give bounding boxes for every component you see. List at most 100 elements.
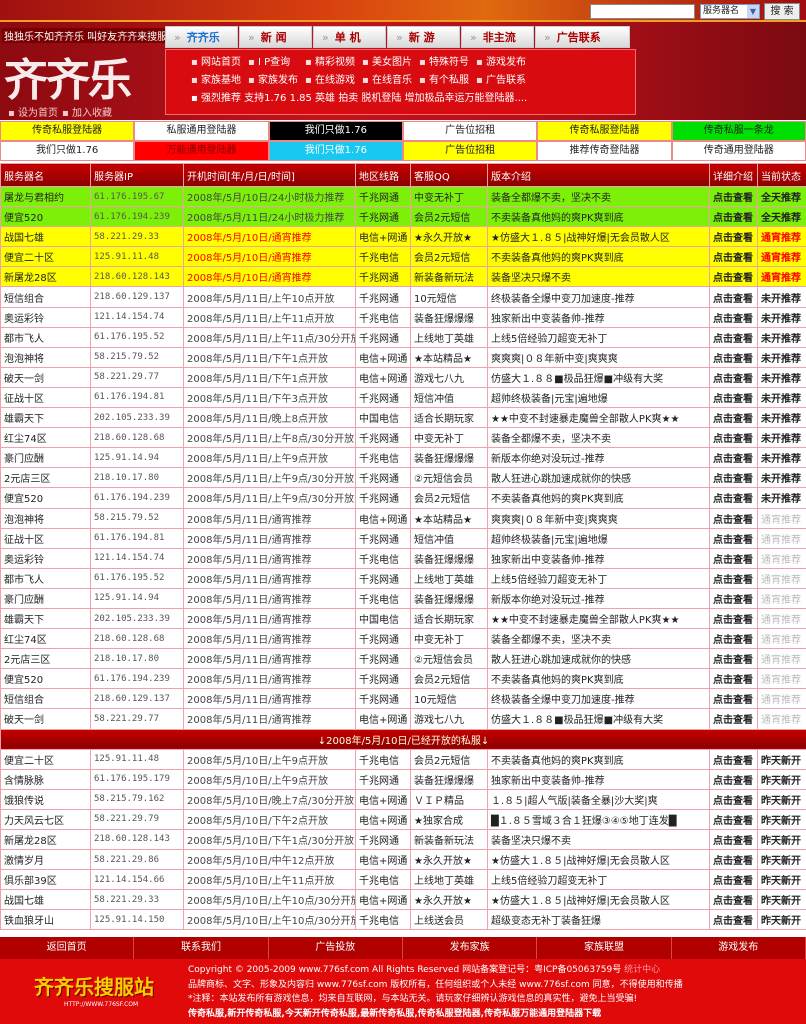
cell-name[interactable]: 屠龙与君相约 (0, 185, 91, 208)
detail-link[interactable]: 点击查看 (709, 527, 758, 549)
detail-link[interactable]: 点击查看 (709, 587, 758, 609)
cell-name[interactable]: 力天风云七区 (0, 808, 91, 830)
cell-name[interactable]: 泡泡神将 (0, 346, 91, 368)
cell-name[interactable]: 破天一剑 (0, 366, 91, 388)
detail-link[interactable]: 点击查看 (709, 788, 758, 810)
cell-name[interactable]: 便宜二十区 (0, 246, 91, 268)
cell-name[interactable]: 含情脉脉 (0, 768, 91, 790)
footer-nav-link[interactable]: 游戏发布 (672, 937, 806, 959)
nav-tab[interactable]: » 广告联系 (535, 26, 630, 48)
stats-link[interactable]: 统计中心 (624, 965, 661, 975)
detail-link[interactable]: 点击查看 (709, 246, 758, 268)
cell-name[interactable]: 奥运彩铃 (0, 547, 91, 569)
cell-name[interactable]: 激情岁月 (0, 848, 91, 871)
cell-name[interactable]: 便宜520 (0, 668, 91, 690)
ad-link[interactable]: 传奇私服登陆器 (0, 121, 135, 141)
detail-link[interactable]: 点击查看 (709, 547, 758, 569)
subnav-link[interactable]: 网站首页 (191, 54, 248, 72)
column-header[interactable]: 开机时间[年/月/日/时间] (183, 163, 356, 187)
footer-nav-link[interactable]: 联系我们 (134, 937, 269, 959)
detail-link[interactable]: 点击查看 (709, 628, 758, 650)
subnav-link[interactable]: 精彩视频 (305, 54, 362, 72)
subnav-link[interactable]: 美女图片 (362, 54, 419, 72)
search-button[interactable]: 搜 索 (764, 3, 800, 20)
column-header[interactable]: 详细介绍 (709, 163, 758, 187)
detail-link[interactable]: 点击查看 (709, 889, 758, 911)
detail-link[interactable]: 点击查看 (709, 366, 758, 388)
add-favorite-link[interactable]: ▪ 加入收藏 (62, 108, 112, 119)
cell-name[interactable]: 铁血狼牙山 (0, 909, 91, 931)
cell-name[interactable]: 泡泡神将 (0, 507, 91, 529)
detail-link[interactable]: 点击查看 (709, 467, 758, 489)
cell-name[interactable]: 红尘74区 (0, 628, 91, 650)
nav-tab[interactable]: » 新 闻 (239, 26, 312, 48)
cell-name[interactable]: 都市飞人 (0, 326, 91, 348)
column-header[interactable]: 当前状态 (757, 163, 806, 187)
column-header[interactable]: 服务器IP (90, 163, 184, 187)
ad-link[interactable]: 传奇私服一条龙 (671, 121, 806, 141)
footer-nav-link[interactable]: 家族联盟 (537, 937, 672, 959)
subnav-link[interactable]: 特殊符号 (419, 54, 476, 72)
cell-name[interactable]: 都市飞人 (0, 567, 91, 589)
detail-link[interactable]: 点击查看 (709, 507, 758, 529)
nav-tab[interactable]: » 单 机 (313, 26, 386, 48)
detail-link[interactable]: 点击查看 (709, 487, 758, 509)
footer-nav-link[interactable]: 发布家族 (403, 937, 538, 959)
cell-name[interactable]: 短信组合 (0, 688, 91, 710)
detail-link[interactable]: 点击查看 (709, 447, 758, 469)
site-logo[interactable]: 齐齐乐 (4, 55, 132, 106)
subnav-link[interactable]: 有个私服 (419, 72, 476, 90)
subnav-link[interactable]: 在线游戏 (305, 72, 362, 90)
nav-tab[interactable]: » 齐齐乐 (165, 26, 238, 48)
search-type-select[interactable]: 服务器名 ▼ (700, 4, 760, 19)
ad-link[interactable]: 广告位招租 (402, 121, 538, 141)
detail-link[interactable]: 点击查看 (709, 185, 758, 208)
nav-tab[interactable]: » 新 游 (387, 26, 460, 48)
cell-name[interactable]: 雄霸天下 (0, 607, 91, 630)
column-header[interactable]: 版本介绍 (487, 163, 710, 187)
detail-link[interactable]: 点击查看 (709, 326, 758, 348)
column-header[interactable]: 地区线路 (355, 163, 411, 187)
detail-link[interactable]: 点击查看 (709, 808, 758, 830)
detail-link[interactable]: 点击查看 (709, 607, 758, 630)
detail-link[interactable]: 点击查看 (709, 688, 758, 710)
detail-link[interactable]: 点击查看 (709, 306, 758, 328)
ad-link[interactable]: 推荐传奇登陆器 (537, 141, 672, 161)
detail-link[interactable]: 点击查看 (709, 206, 758, 228)
detail-link[interactable]: 点击查看 (709, 286, 758, 308)
cell-name[interactable]: 奥运彩铃 (0, 306, 91, 328)
cell-name[interactable]: 饿狼传说 (0, 788, 91, 810)
cell-name[interactable]: 战国七雄 (0, 226, 91, 248)
detail-link[interactable]: 点击查看 (709, 346, 758, 368)
detail-link[interactable]: 点击查看 (709, 226, 758, 248)
detail-link[interactable]: 点击查看 (709, 848, 758, 871)
nav-tab[interactable]: » 非主流 (461, 26, 534, 48)
ad-link[interactable]: 传奇通用登陆器 (671, 141, 806, 161)
ad-link[interactable]: 我们只做1.76 (268, 141, 403, 161)
column-header[interactable]: 客服QQ (410, 163, 488, 187)
ad-link[interactable]: 私服通用登陆器 (134, 121, 269, 141)
detail-link[interactable]: 点击查看 (709, 427, 758, 449)
cell-name[interactable]: 红尘74区 (0, 427, 91, 449)
detail-link[interactable]: 点击查看 (709, 909, 758, 931)
ad-link[interactable]: 我们只做1.76 (268, 121, 403, 141)
cell-name[interactable]: 便宜520 (0, 487, 91, 509)
subnav-link[interactable]: 家族基地 (191, 72, 248, 90)
cell-name[interactable]: 豪门应酬 (0, 587, 91, 609)
cell-name[interactable]: 雄霸天下 (0, 407, 91, 429)
footer-nav-link[interactable]: 返回首页 (0, 937, 135, 959)
detail-link[interactable]: 点击查看 (709, 748, 758, 770)
detail-link[interactable]: 点击查看 (709, 768, 758, 790)
cell-name[interactable]: 俱乐部39区 (0, 869, 91, 891)
detail-link[interactable]: 点击查看 (709, 708, 758, 730)
subnav-link[interactable]: 广告联系 (476, 72, 533, 90)
cell-name[interactable]: 新屠龙28区 (0, 828, 91, 851)
cell-name[interactable]: 短信组合 (0, 286, 91, 308)
subnav-link[interactable]: 在线音乐 (362, 72, 419, 90)
cell-name[interactable]: 征战十区 (0, 386, 91, 409)
detail-link[interactable]: 点击查看 (709, 869, 758, 891)
cell-name[interactable]: 战国七雄 (0, 889, 91, 911)
detail-link[interactable]: 点击查看 (709, 386, 758, 409)
ad-link[interactable]: 万能通用登陆器 (134, 141, 269, 161)
detail-link[interactable]: 点击查看 (709, 668, 758, 690)
